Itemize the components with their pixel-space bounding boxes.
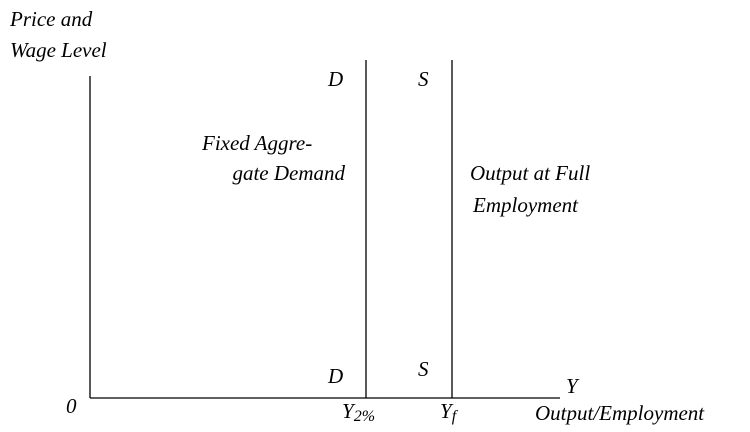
x-label: Output/Employment (535, 401, 705, 425)
y-label: Price and (9, 7, 93, 31)
curve-description: Output at Full (470, 161, 590, 185)
curve-description: gate Demand (232, 161, 345, 185)
subscript: f (452, 408, 459, 425)
curve-description: Employment (472, 193, 579, 217)
y-label: Wage Level (10, 38, 107, 62)
curve-label: S (418, 67, 429, 91)
x-symbol: Y (566, 374, 580, 398)
subscript: 2% (354, 408, 375, 425)
curve-description: Fixed Aggre- (201, 131, 312, 155)
curve-label: D (327, 364, 343, 388)
origin-label: 0 (66, 394, 77, 418)
axis-point-label: Yf (440, 399, 459, 425)
symbol: Y (440, 399, 454, 423)
symbol: Y (342, 399, 356, 423)
curve-label: D (327, 67, 343, 91)
axis-point-label: Y2% (342, 399, 375, 425)
curve-label: S (418, 357, 429, 381)
